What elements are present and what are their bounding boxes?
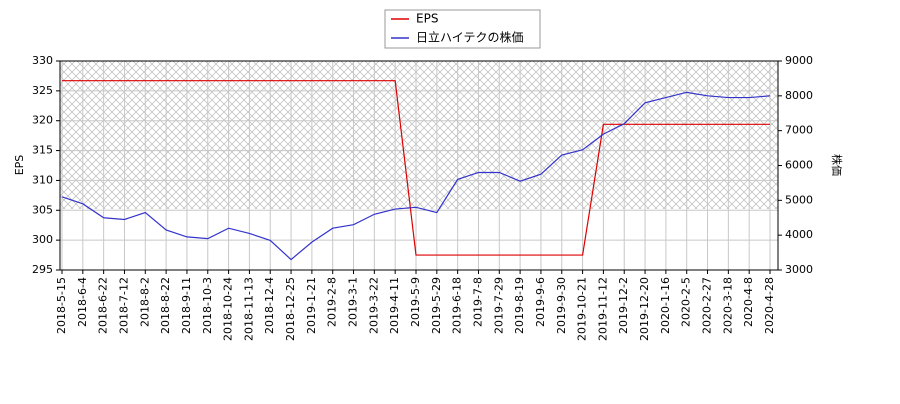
x-tick-label: 2018-7-12 [117,277,130,334]
x-tick-label: 2019-9-6 [534,277,547,327]
series-line [62,80,770,256]
x-tick-label: 2018-11-13 [242,277,255,341]
x-tick-label: 2018-12-25 [284,277,297,341]
legend [384,9,541,49]
y-tick-label: 300 [32,233,53,246]
x-tick-label: 2019-6-18 [451,277,464,334]
x-tick-label: 2020-1-16 [659,277,672,334]
y-tick-label: 315 [32,144,53,157]
x-tick-label: 2019-3-1 [347,277,360,327]
x-tick-label: 2019-12-2 [617,277,630,334]
y-tick-label: 295 [32,263,53,276]
x-tick-label: 2019-10-21 [576,277,589,341]
y2-axis-label: 株価 [830,154,844,176]
y-tick-label: 310 [32,173,53,186]
y2-tick-label: 7000 [785,124,813,137]
x-tick-label: 2019-5-9 [409,277,422,327]
y2-tick-label: 4000 [785,228,813,241]
y-tick-label: 330 [32,54,53,67]
legend-label: 日立ハイテクの株価 [416,30,524,45]
legend-label: EPS [416,12,438,26]
x-tick-label: 2018-8-22 [159,277,172,334]
x-tick-label: 2019-4-11 [388,277,401,334]
x-tick-label: 2018-12-4 [263,277,276,334]
x-tick-label: 2018-6-4 [76,277,89,327]
y2-tick-label: 5000 [785,193,813,206]
x-tick-label: 2018-8-2 [138,277,151,327]
x-tick-label: 2019-1-21 [305,277,318,334]
x-tick-label: 2018-10-3 [201,277,214,334]
y2-tick-label: 3000 [785,263,813,276]
x-tick-label: 2018-9-11 [180,277,193,334]
y2-tick-label: 6000 [785,159,813,172]
series-line [61,91,771,261]
y-tick-label: 320 [32,114,53,127]
x-tick-label: 2019-2-8 [326,277,339,327]
x-tick-label: 2019-7-29 [492,277,505,334]
hatched-region [60,61,778,209]
x-tick-label: 2020-3-18 [721,277,734,334]
y2-tick-label: 9000 [785,54,813,67]
x-tick-label: 2019-7-8 [471,277,484,327]
x-tick-label: 2018-6-22 [97,277,110,334]
x-tick-label: 2020-4-8 [742,277,755,327]
y-tick-label: 305 [32,203,53,216]
x-tick-label: 2018-5-15 [55,277,68,334]
y-axis-label: EPS [13,155,26,176]
x-tick-label: 2019-5-29 [430,277,443,334]
x-tick-label: 2019-11-12 [596,277,609,341]
x-tick-label: 2019-9-30 [555,277,568,334]
x-tick-label: 2019-12-20 [638,277,651,341]
x-tick-label: 2020-2-5 [680,277,693,327]
y2-tick-label: 8000 [785,89,813,102]
x-tick-label: 2018-10-24 [222,277,235,341]
x-tick-label: 2020-2-27 [701,277,714,334]
x-tick-label: 2019-3-22 [367,277,380,334]
x-tick-label: 2020-4-28 [763,277,776,334]
x-tick-label: 2019-8-19 [513,277,526,334]
y-tick-label: 325 [32,84,53,97]
